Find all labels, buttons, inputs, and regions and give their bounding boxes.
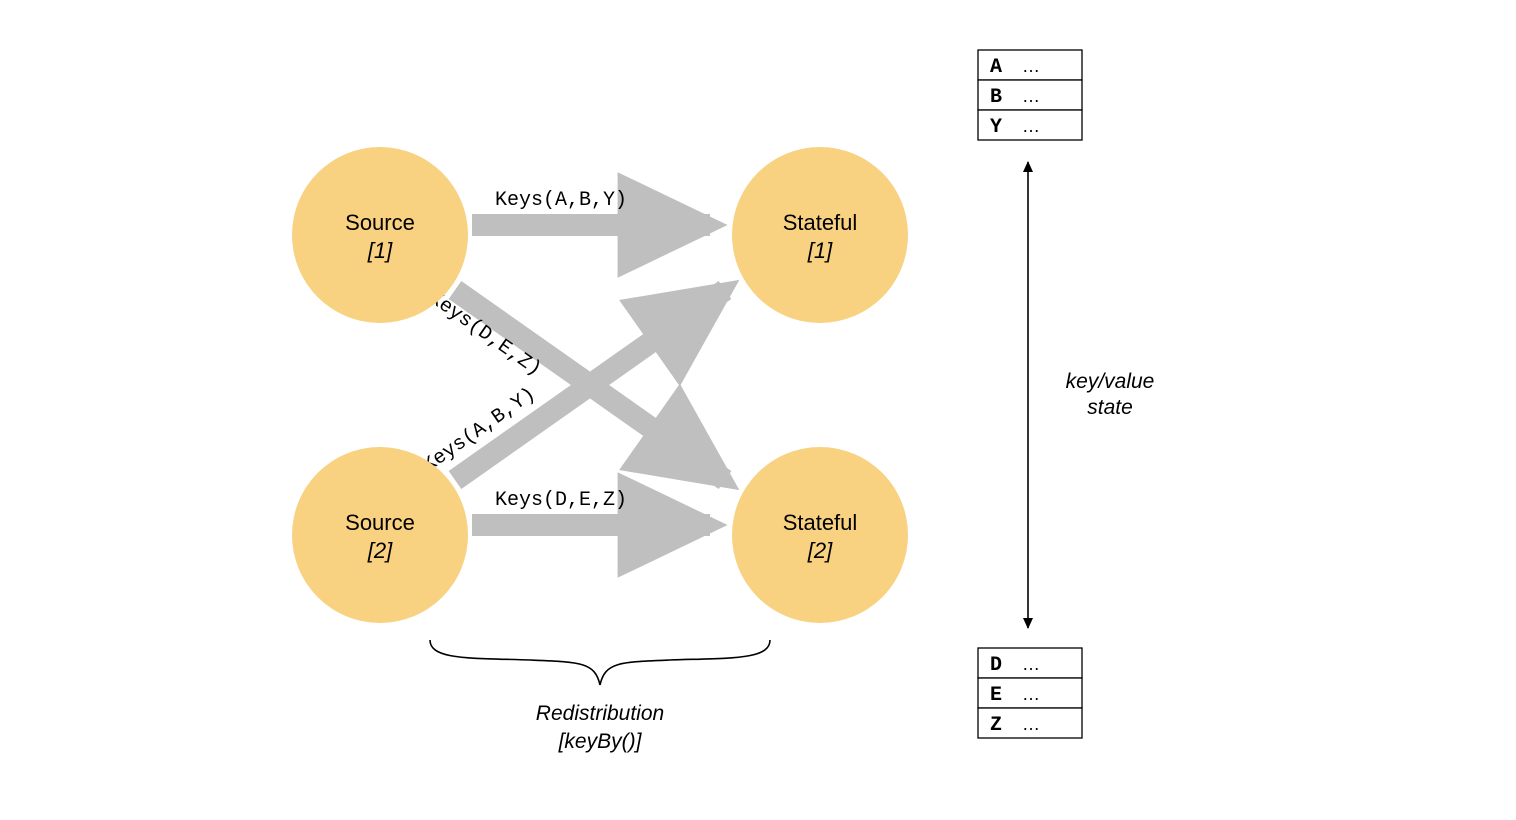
node-source-1: Source [1] — [292, 147, 468, 323]
kv-state-label-1: key/value — [1066, 370, 1155, 393]
edge-label-s1-st1: Keys(A,B,Y) — [495, 189, 627, 212]
node-source-2-name: Source — [345, 510, 415, 535]
kv-bot-row-2-key: Z — [990, 714, 1002, 737]
kv-bot-row-2-val: … — [1022, 714, 1040, 734]
kv-state-connector: key/value state — [1028, 162, 1154, 628]
kv-top-row-0-val: … — [1022, 56, 1040, 76]
node-stateful-1-name: Stateful — [783, 210, 858, 235]
node-source-2: Source [2] — [292, 447, 468, 623]
node-stateful-1: Stateful [1] — [732, 147, 908, 323]
edge-label-s2-st2: Keys(D,E,Z) — [495, 489, 627, 512]
kv-bot-row-0-val: … — [1022, 654, 1040, 674]
kv-top-row-1-key: B — [990, 86, 1002, 109]
kv-bot-row-0-key: D — [990, 654, 1002, 677]
redistribution-caption-2: [keyBy()] — [558, 730, 643, 753]
kv-top-row-2-val: … — [1022, 116, 1040, 136]
redistribution-brace: Redistribution [keyBy()] — [430, 640, 770, 753]
kv-bot-row-1-key: E — [990, 684, 1002, 707]
node-stateful-1-index: [1] — [807, 238, 833, 263]
node-stateful-2-name: Stateful — [783, 510, 858, 535]
redistribution-caption-1: Redistribution — [536, 702, 664, 725]
kv-state-label-2: state — [1087, 396, 1133, 419]
kv-top-row-1-val: … — [1022, 86, 1040, 106]
kv-top-row-2-key: Y — [990, 116, 1002, 139]
node-stateful-2: Stateful [2] — [732, 447, 908, 623]
kv-table-top: A B Y … … … — [978, 50, 1082, 140]
diagram-canvas: Keys(A,B,Y) Keys(D,E,Z) Keys(D,E,Z) Keys… — [0, 0, 1516, 820]
node-source-1-index: [1] — [367, 238, 393, 263]
edges — [455, 225, 725, 525]
kv-bot-row-1-val: … — [1022, 684, 1040, 704]
node-source-2-index: [2] — [367, 538, 393, 563]
kv-table-bottom: D E Z … … … — [978, 648, 1082, 738]
kv-top-row-0-key: A — [990, 56, 1002, 79]
node-source-1-name: Source — [345, 210, 415, 235]
node-stateful-2-index: [2] — [807, 538, 833, 563]
